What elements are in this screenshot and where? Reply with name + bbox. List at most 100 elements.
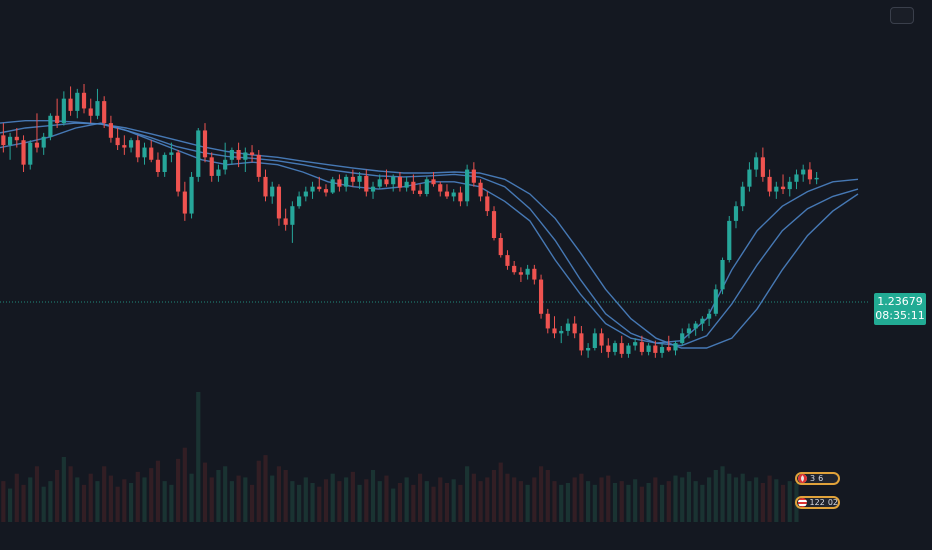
current-price: 1.23679: [877, 295, 923, 308]
event-marker-us[interactable]: 122 02: [795, 496, 840, 509]
candle-down: [411, 181, 416, 191]
volume-bar: [270, 475, 275, 522]
volume-bar: [666, 481, 671, 522]
candle-down: [491, 211, 497, 238]
volume-bar: [693, 481, 698, 522]
volume-bar: [471, 473, 476, 522]
candle-down: [337, 179, 342, 187]
volume-bar: [680, 477, 685, 522]
volume-bar: [149, 468, 154, 522]
volume-bar: [337, 481, 342, 522]
volume-bar: [633, 479, 638, 522]
candle-down: [88, 108, 93, 116]
candle-up: [216, 169, 221, 176]
candle-down: [505, 255, 510, 266]
volume-bar: [95, 481, 100, 522]
moving-average-line-2: [0, 122, 859, 347]
candle-up: [196, 130, 201, 177]
candle-down: [249, 152, 255, 155]
volume-bar: [102, 466, 107, 522]
candle-down: [512, 265, 517, 273]
candle-down: [108, 123, 113, 138]
volume-bar: [444, 483, 450, 522]
candle-up: [727, 220, 732, 260]
candle-down: [545, 313, 550, 329]
candle-up: [162, 154, 167, 172]
candle-down: [155, 159, 161, 172]
candle-up: [707, 313, 712, 319]
candle-down: [471, 169, 476, 183]
volume-bar: [169, 484, 174, 522]
candle-down: [176, 152, 181, 192]
candle-down: [364, 175, 369, 192]
volume-bar: [787, 481, 792, 522]
volume-bar: [458, 484, 463, 522]
candle-up: [814, 177, 819, 180]
volume-bar: [303, 477, 308, 522]
volume-bar: [686, 471, 692, 522]
candle-up: [586, 348, 591, 351]
candle-down: [599, 333, 604, 346]
volume-bar: [673, 475, 678, 522]
volume-bar: [579, 473, 584, 522]
candle-up: [229, 150, 234, 160]
volume-bar: [14, 473, 19, 522]
volume-bar: [431, 486, 436, 522]
candle-down: [438, 184, 443, 192]
volume-bar: [619, 481, 624, 522]
volume-bar: [780, 484, 786, 522]
volume-bar: [747, 481, 752, 522]
candle-down: [666, 347, 671, 351]
volume-bar: [290, 481, 295, 522]
candle-down: [122, 145, 127, 148]
volume-bar: [572, 477, 577, 522]
volume-bar: [707, 477, 712, 522]
volume-bar: [128, 483, 134, 522]
candle-down: [283, 218, 288, 225]
moving-average-line-3: [0, 119, 859, 349]
volume-bar: [740, 473, 745, 522]
candle-down: [256, 154, 261, 177]
volume-bar: [256, 460, 261, 522]
candle-up: [686, 328, 692, 334]
volume-bar: [700, 484, 705, 522]
volume-bar: [767, 475, 772, 522]
candle-up: [424, 179, 429, 194]
candle-down: [485, 196, 490, 212]
volume-bar: [411, 484, 416, 522]
candle-down: [55, 115, 60, 124]
volume-bar: [68, 466, 73, 522]
candle-down: [81, 92, 87, 109]
candle-up: [713, 289, 718, 314]
candle-down: [209, 157, 214, 176]
volume-bar: [639, 486, 644, 522]
candle-up: [370, 186, 376, 192]
event-marker-canada[interactable]: 3 6: [795, 472, 840, 485]
volume-bar: [216, 470, 221, 522]
candle-up: [404, 181, 409, 188]
chart-menu-button[interactable]: [890, 7, 914, 24]
candle-up: [801, 169, 806, 175]
volume-bar: [189, 473, 194, 522]
volume-bar: [61, 457, 66, 522]
volume-bar: [229, 481, 234, 522]
volume-bar: [498, 462, 503, 522]
volume-bar: [88, 473, 93, 522]
candle-up: [451, 192, 456, 197]
candle-up: [754, 157, 759, 170]
volume-bar: [565, 483, 571, 522]
volume-bar: [115, 486, 120, 522]
candle-up: [243, 152, 248, 160]
candle-down: [619, 343, 624, 354]
candle-up: [612, 343, 618, 352]
candle-down: [202, 130, 208, 158]
volume-bar: [243, 477, 248, 522]
candle-down: [532, 268, 537, 280]
volume-bar: [310, 483, 315, 522]
candle-up: [673, 343, 678, 351]
volume-bar: [606, 475, 611, 522]
volume-bar: [196, 392, 201, 522]
candle-up: [774, 186, 779, 192]
